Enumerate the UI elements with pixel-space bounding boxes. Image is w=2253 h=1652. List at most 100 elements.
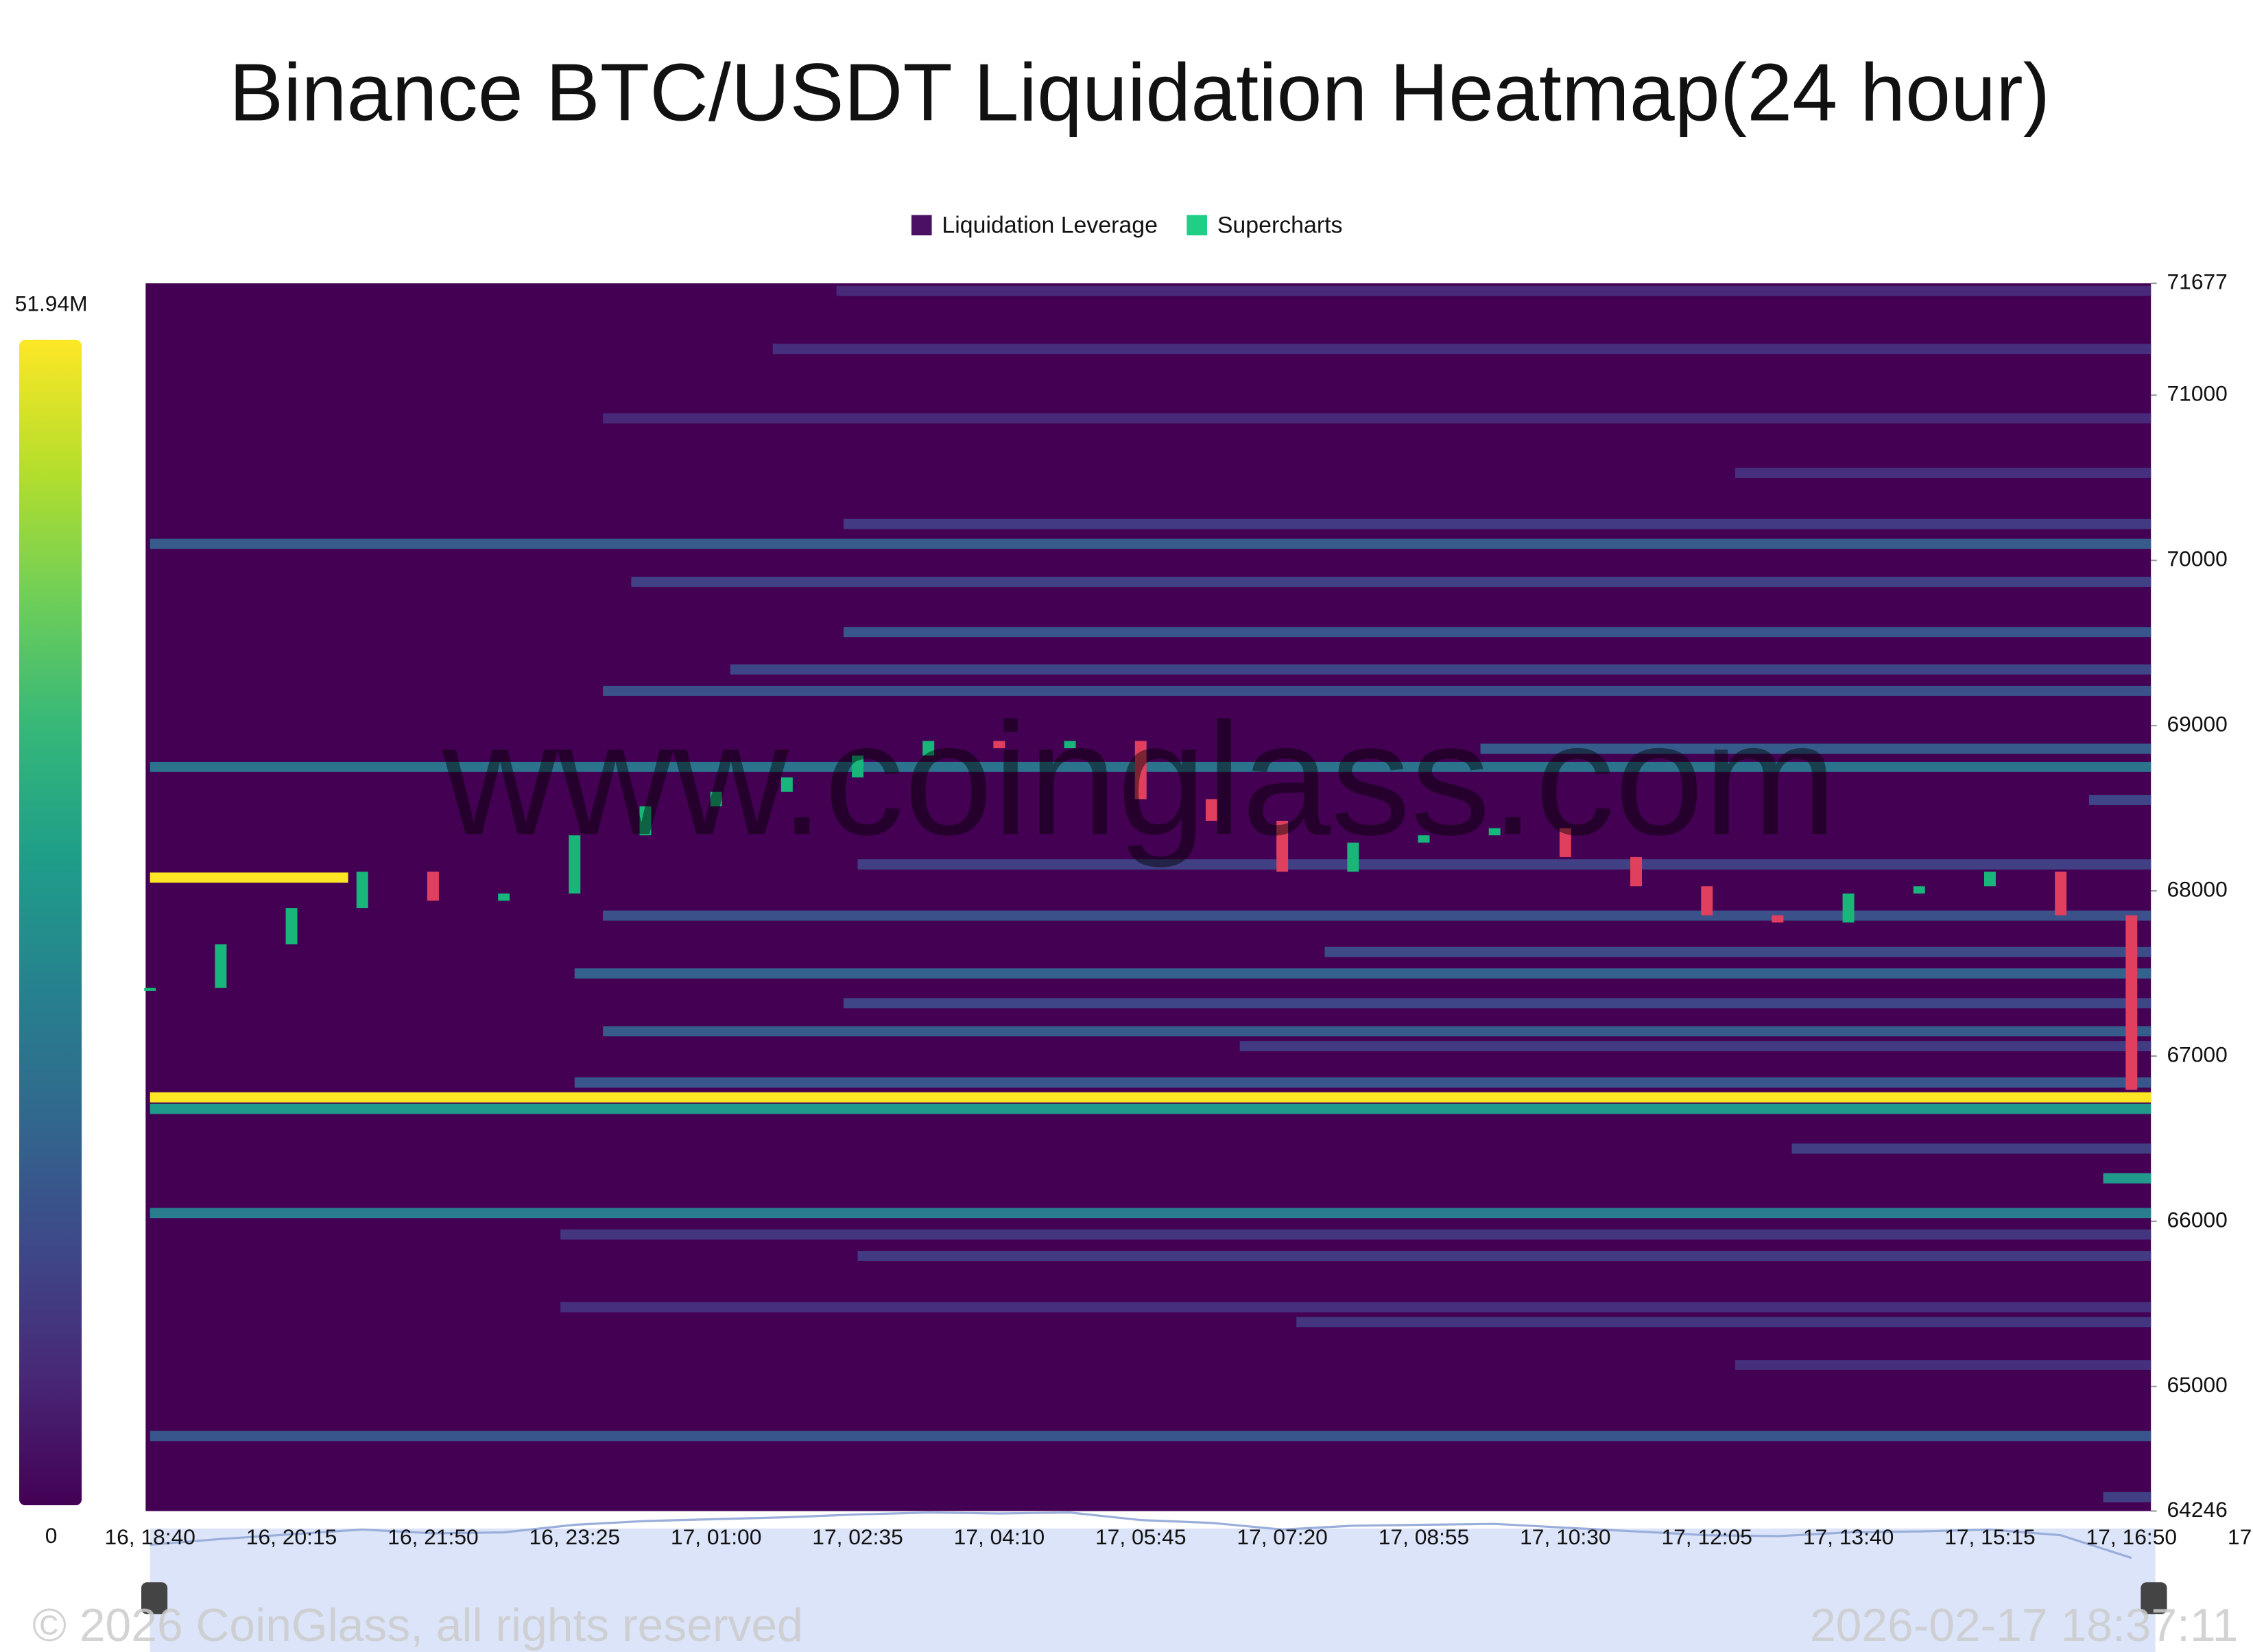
- heat-band: [631, 577, 2151, 587]
- y-tick-label: 70000: [2167, 547, 2228, 571]
- heat-band: [843, 518, 2151, 529]
- candle: [1559, 828, 1571, 857]
- candle: [922, 741, 935, 756]
- watermark: www.coinglass.com: [442, 690, 1837, 868]
- heat-band: [772, 344, 2151, 355]
- heat-band: [150, 1430, 2151, 1441]
- x-tick-label: 17, 12:05: [1661, 1524, 1752, 1549]
- navigator-handle[interactable]: [141, 1582, 168, 1614]
- navigator-line: [150, 1511, 2132, 1559]
- x-tick-label: 17, 02:35: [812, 1524, 903, 1549]
- heat-band: [574, 1077, 2151, 1088]
- heat-band: [857, 859, 2151, 870]
- candle: [427, 872, 439, 901]
- candle: [780, 777, 793, 792]
- heat-band: [857, 1251, 2151, 1261]
- colorbar-max-label: 51.94M: [15, 291, 88, 315]
- y-tick-label: 68000: [2167, 876, 2228, 901]
- colorbar-min-label: 0: [45, 1523, 58, 1548]
- x-tick-label: 16, 18:40: [104, 1524, 195, 1549]
- candle: [498, 893, 510, 901]
- y-tick-label: 67000: [2167, 1042, 2228, 1066]
- x-tick-label: 16, 23:25: [529, 1524, 620, 1549]
- candle: [1134, 741, 1147, 800]
- heat-band: [560, 1229, 2151, 1240]
- x-tick-label: 17, 07:20: [1237, 1524, 1327, 1549]
- candle: [356, 872, 368, 909]
- x-tick-label: 17, 08:55: [1379, 1524, 1469, 1549]
- navigator-series: [150, 1511, 2132, 1559]
- heat-band: [1735, 1360, 2151, 1370]
- candle: [569, 835, 581, 894]
- x-tick-label: 17, 15:15: [1944, 1524, 2035, 1549]
- heat-band: [574, 968, 2151, 979]
- candle: [2125, 915, 2138, 1090]
- y-tick-label: 69000: [2167, 712, 2228, 737]
- heat-band: [730, 664, 2151, 675]
- heat-band: [150, 1092, 2151, 1103]
- legend-label: Supercharts: [1217, 212, 1343, 238]
- y-tick-label: 64246: [2167, 1497, 2228, 1522]
- heat-band: [1480, 743, 2151, 754]
- heat-band: [150, 1103, 2151, 1114]
- candle: [144, 987, 156, 991]
- x-tick-label: 17, 16:50: [2086, 1524, 2177, 1549]
- candle: [993, 741, 1005, 749]
- candle: [285, 908, 298, 945]
- heat-band: [1791, 1143, 2151, 1154]
- heat-band: [1735, 468, 2151, 478]
- candle: [1276, 820, 1289, 872]
- candle: [1205, 799, 1217, 821]
- candle: [710, 791, 722, 806]
- copyright: © 2026 CoinGlass, all rights reserved: [32, 1600, 803, 1651]
- candle: [639, 806, 652, 836]
- legend-swatch: [1187, 215, 1208, 236]
- x-tick-label: 17, 04:10: [954, 1524, 1045, 1549]
- x-tick-label: 16, 20:15: [246, 1524, 337, 1549]
- heat-band: [843, 627, 2151, 638]
- candle: [852, 755, 864, 778]
- x-tick-label: 17, 05:45: [1095, 1524, 1186, 1549]
- candle: [1064, 741, 1076, 749]
- heat-band: [2088, 795, 2151, 805]
- y-tick-label: 71677: [2167, 270, 2228, 294]
- x-tick-label: 16, 21:50: [388, 1524, 478, 1549]
- heat-band: [2103, 1173, 2151, 1184]
- heat-band: [560, 1302, 2151, 1313]
- timestamp: 2026-02-17 18:37:11: [1810, 1600, 2238, 1651]
- candle: [2055, 872, 2067, 915]
- legend-swatch: [911, 215, 932, 236]
- heat-band: [603, 686, 2151, 696]
- navigator-handle[interactable]: [2141, 1582, 2167, 1614]
- candle: [1842, 893, 1855, 923]
- heat-band: [150, 872, 348, 883]
- heat-band: [1296, 1317, 2151, 1328]
- heat-band: [603, 413, 2151, 424]
- candles: [144, 741, 2138, 1090]
- x-tick-label: 17, 01:00: [671, 1524, 761, 1549]
- candle: [215, 944, 227, 988]
- heat-band: [150, 1208, 2151, 1219]
- navigator: [150, 1528, 2156, 1652]
- y-tick-label: 65000: [2167, 1372, 2228, 1397]
- heat-band: [603, 1026, 2151, 1037]
- heat-band: [150, 761, 2151, 772]
- candle: [1347, 842, 1359, 872]
- heat-band: [2103, 1492, 2151, 1503]
- candle: [1418, 835, 1430, 843]
- y-tick-label: 71000: [2167, 381, 2228, 406]
- candle: [1701, 886, 1713, 915]
- candle: [1630, 857, 1643, 887]
- heat-band: [836, 285, 2151, 296]
- heat-band: [150, 538, 2151, 549]
- heat-band: [843, 998, 2151, 1009]
- heat-band: [1239, 1041, 2151, 1051]
- candle: [1772, 915, 1784, 923]
- legend-label: Liquidation Leverage: [942, 212, 1158, 238]
- heat-band: [1324, 946, 2151, 957]
- x-tick-label: 17, 13:40: [1803, 1524, 1894, 1549]
- candle: [1983, 872, 1996, 887]
- candle: [1913, 886, 1925, 894]
- chart-title: Binance BTC/USDT Liquidation Heatmap(24 …: [229, 47, 2050, 138]
- heat-band: [603, 910, 2151, 921]
